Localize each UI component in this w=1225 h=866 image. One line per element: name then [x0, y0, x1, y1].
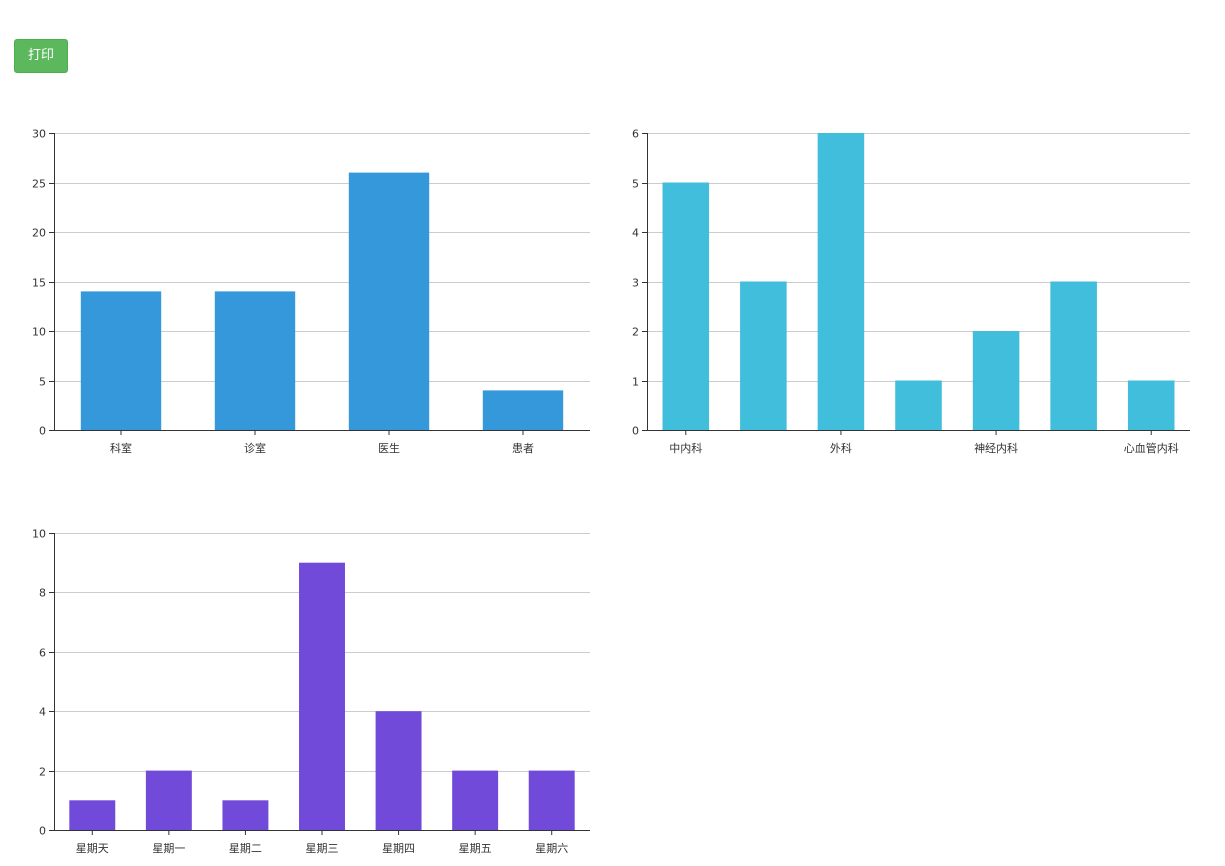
bar-item-4 [895, 380, 942, 430]
bar-item-6 [1050, 281, 1097, 430]
bar-患者 [482, 390, 564, 430]
x-tick-label: 心血管内科 [1124, 441, 1179, 455]
y-tick-label: 10 [32, 326, 46, 339]
bar-诊室 [214, 291, 296, 430]
y-tick-label: 8 [39, 587, 46, 600]
bar-item-2 [740, 281, 787, 430]
x-tick-label: 星期一 [152, 842, 185, 855]
x-tick-label: 神经内科 [974, 441, 1018, 455]
y-tick-label: 4 [632, 227, 639, 240]
x-tick-label: 诊室 [244, 441, 266, 455]
bar-星期四 [375, 711, 422, 830]
x-tick-label: 患者 [512, 442, 534, 455]
y-tick-label: 5 [39, 376, 46, 389]
chart-3: 0 2 4 6 8 10 星期天 星期一 星期二 星期三 星期四 星期五 星期六 [32, 528, 590, 855]
bar-心血管内科 [1127, 380, 1175, 430]
y-tick-label: 30 [32, 128, 46, 141]
chart-1: 0 5 10 15 20 25 30 科室 诊室 医生 患者 [32, 128, 590, 455]
y-tick-label: 0 [39, 425, 46, 438]
bar-医生 [348, 172, 430, 430]
y-tick-label: 4 [39, 706, 46, 719]
x-tick-label: 星期二 [229, 842, 262, 855]
y-tick-label: 0 [39, 825, 46, 838]
bar-星期三 [299, 562, 345, 830]
y-tick-label: 10 [32, 528, 46, 541]
bar-外科 [817, 133, 865, 430]
y-tick-label: 5 [632, 178, 639, 191]
print-button[interactable]: 打印 [14, 39, 68, 73]
y-tick-label: 20 [32, 227, 46, 240]
y-tick-label: 1 [632, 376, 639, 389]
y-tick-label: 2 [632, 326, 639, 339]
x-tick-label: 中内科 [669, 441, 702, 455]
x-tick-label: 医生 [378, 441, 400, 455]
bar-神经内科 [972, 331, 1020, 430]
x-tick-label: 星期三 [306, 842, 339, 855]
bar-科室 [80, 291, 162, 430]
x-tick-label: 星期六 [535, 842, 568, 855]
bar-星期二 [222, 800, 269, 830]
x-tick-label: 星期四 [382, 842, 415, 855]
y-tick-label: 2 [39, 766, 46, 779]
y-tick-label: 6 [39, 647, 46, 660]
bar-中内科 [662, 182, 710, 430]
x-tick-label: 科室 [110, 441, 132, 455]
bar-星期一 [145, 770, 192, 830]
y-tick-label: 0 [632, 425, 639, 438]
y-tick-label: 6 [632, 128, 639, 141]
bar-星期五 [452, 770, 499, 830]
x-tick-label: 外科 [830, 441, 852, 455]
x-tick-label: 星期五 [459, 842, 492, 855]
y-tick-label: 3 [632, 277, 639, 290]
chart-2: 0 1 2 3 4 5 6 中内科 外科 神经内科 心血管内科 [632, 128, 1190, 455]
bar-星期六 [528, 770, 575, 830]
y-tick-label: 15 [32, 277, 46, 290]
bar-星期天 [69, 800, 116, 830]
x-tick-label: 星期天 [76, 842, 109, 855]
y-tick-label: 25 [32, 178, 46, 191]
